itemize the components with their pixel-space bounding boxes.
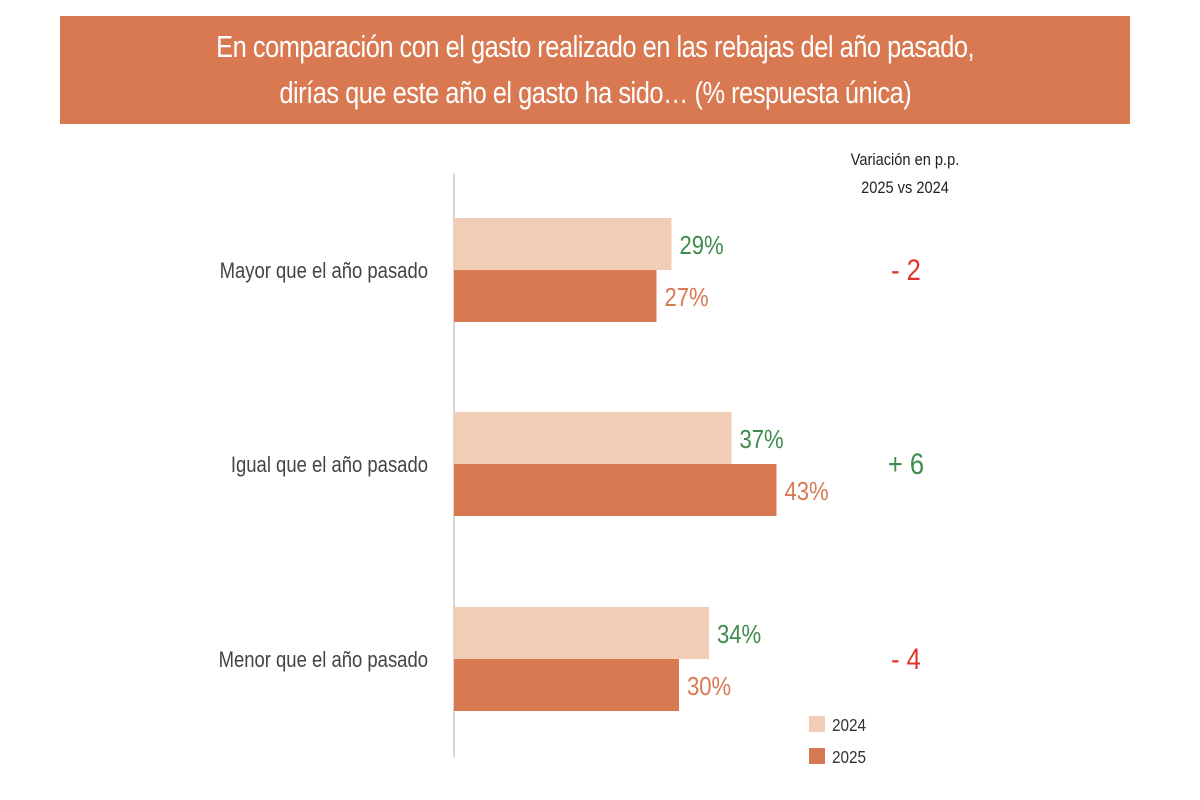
bar-2025 [454,270,657,322]
legend-label-2025: 2025 [832,747,866,767]
chart-title-band: En comparación con el gasto realizado en… [60,16,1130,124]
bar-2025 [454,464,777,516]
category-label: Menor que el año pasado [219,649,428,673]
data-label-2025: 30% [687,672,731,701]
category-label: Igual que el año pasado [231,454,428,478]
variation-header: Variación en p.p. 2025 vs 2024 [800,146,1010,202]
variation-header-line-2: 2025 vs 2024 [861,178,949,197]
bar-2024 [454,607,709,659]
bar-2024 [454,218,672,270]
bar-2025 [454,659,679,711]
legend-swatch-2025 [809,748,825,764]
variation-value: + 6 [888,447,924,480]
category-label: Mayor que el año pasado [220,260,428,284]
legend-label-2024: 2024 [832,715,866,735]
legend-swatch-2024 [809,716,825,732]
chart-title-line-2: dirías que este año el gasto ha sido… (%… [279,75,911,110]
variation-value: - 2 [891,253,921,286]
data-label-2024: 37% [740,425,784,454]
variation-value: - 4 [891,642,921,675]
variation-header-line-1: Variación en p.p. [850,150,960,169]
data-label-2024: 29% [680,231,724,260]
bar-2024 [454,412,732,464]
data-label-2025: 27% [665,283,709,312]
data-label-2025: 43% [785,477,829,506]
chart-title-line-1: En comparación con el gasto realizado en… [216,29,974,64]
data-label-2024: 34% [717,620,761,649]
